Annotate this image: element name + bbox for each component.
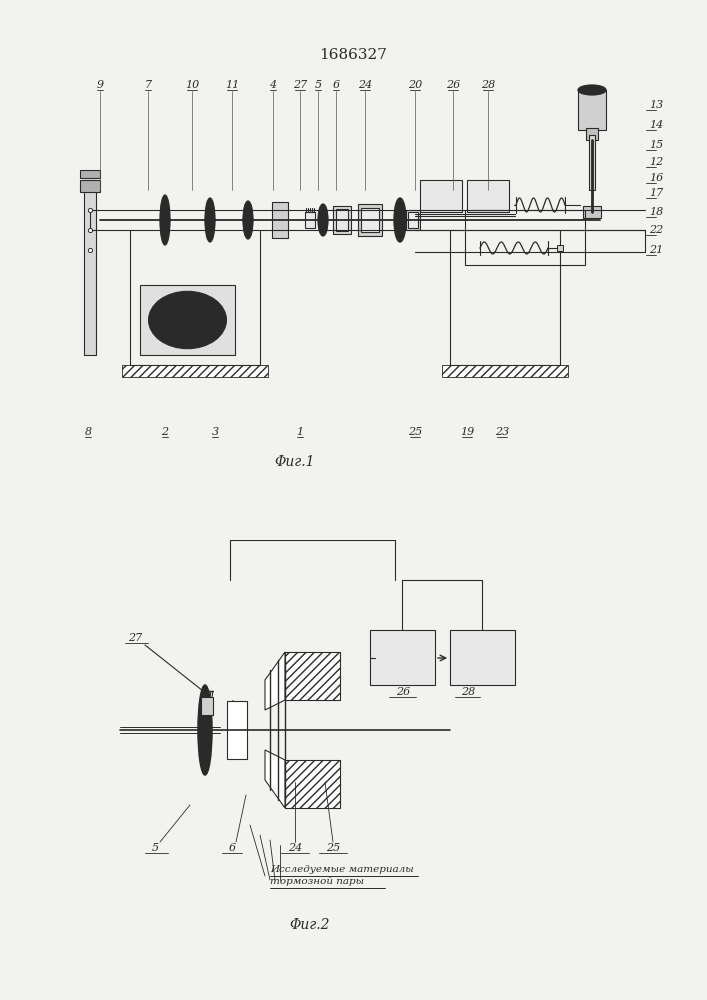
Bar bbox=[578, 90, 606, 130]
Text: 3: 3 bbox=[211, 427, 218, 437]
Text: Φиг.2: Φиг.2 bbox=[290, 918, 330, 932]
Text: 1: 1 bbox=[296, 427, 303, 437]
Text: 12: 12 bbox=[649, 157, 663, 167]
Bar bbox=[305, 212, 315, 228]
Bar bbox=[442, 365, 568, 377]
Text: 6: 6 bbox=[228, 843, 235, 853]
Text: Φиг.1: Φиг.1 bbox=[275, 455, 315, 469]
Bar bbox=[122, 365, 268, 377]
Bar bbox=[227, 701, 247, 759]
Text: 24: 24 bbox=[358, 80, 372, 90]
Bar bbox=[336, 209, 348, 231]
Bar bbox=[467, 180, 509, 212]
Bar bbox=[285, 760, 340, 808]
Ellipse shape bbox=[318, 204, 328, 236]
Text: 25: 25 bbox=[408, 427, 422, 437]
Text: 28: 28 bbox=[481, 80, 495, 90]
Text: 25: 25 bbox=[326, 843, 340, 853]
Ellipse shape bbox=[160, 195, 170, 245]
Bar bbox=[358, 204, 382, 236]
Text: 14: 14 bbox=[649, 120, 663, 130]
Text: 11: 11 bbox=[225, 80, 239, 90]
Polygon shape bbox=[265, 750, 285, 808]
Bar bbox=[333, 206, 351, 234]
Text: 24: 24 bbox=[288, 843, 302, 853]
Ellipse shape bbox=[243, 201, 253, 239]
Text: 26: 26 bbox=[396, 687, 410, 697]
Bar bbox=[285, 652, 340, 700]
Text: тормозной пары: тормозной пары bbox=[270, 878, 364, 886]
Bar bbox=[272, 202, 288, 238]
Bar bbox=[583, 206, 601, 218]
Bar bbox=[370, 630, 435, 685]
Bar bbox=[589, 135, 595, 190]
Text: 19: 19 bbox=[460, 427, 474, 437]
Bar bbox=[285, 760, 340, 808]
Polygon shape bbox=[265, 652, 285, 710]
Text: 21: 21 bbox=[649, 245, 663, 255]
Text: 27: 27 bbox=[128, 633, 142, 643]
Text: 20: 20 bbox=[408, 80, 422, 90]
Text: 8: 8 bbox=[84, 427, 92, 437]
Bar bbox=[406, 210, 420, 230]
Bar bbox=[408, 212, 418, 228]
Text: 18: 18 bbox=[649, 207, 663, 217]
Bar bbox=[80, 170, 100, 178]
Text: Исследуемые материалы: Исследуемые материалы bbox=[270, 865, 414, 874]
Text: 22: 22 bbox=[649, 225, 663, 235]
Text: 6: 6 bbox=[332, 80, 339, 90]
Bar bbox=[420, 180, 462, 212]
Text: 13: 13 bbox=[649, 100, 663, 110]
Text: 16: 16 bbox=[649, 173, 663, 183]
Text: 7: 7 bbox=[144, 80, 151, 90]
Text: 27: 27 bbox=[293, 80, 307, 90]
Text: 9: 9 bbox=[96, 80, 103, 90]
Bar bbox=[361, 208, 379, 232]
Text: 5: 5 bbox=[315, 80, 322, 90]
Ellipse shape bbox=[578, 85, 606, 95]
Text: 1686327: 1686327 bbox=[319, 48, 387, 62]
Text: 4: 4 bbox=[269, 80, 276, 90]
Ellipse shape bbox=[198, 685, 212, 775]
Text: 15: 15 bbox=[649, 140, 663, 150]
Bar bbox=[465, 210, 585, 265]
Text: 2: 2 bbox=[161, 427, 168, 437]
Bar bbox=[285, 652, 340, 700]
Bar bbox=[586, 128, 598, 140]
Ellipse shape bbox=[205, 198, 215, 242]
Text: 10: 10 bbox=[185, 80, 199, 90]
Ellipse shape bbox=[394, 198, 406, 242]
Bar bbox=[140, 285, 235, 355]
Ellipse shape bbox=[229, 701, 237, 759]
Text: 17: 17 bbox=[649, 188, 663, 198]
Text: 26: 26 bbox=[446, 80, 460, 90]
Ellipse shape bbox=[148, 291, 226, 349]
Bar bbox=[84, 180, 96, 355]
Text: 23: 23 bbox=[495, 427, 509, 437]
Bar bbox=[450, 630, 515, 685]
Bar bbox=[201, 697, 213, 715]
Bar bbox=[80, 180, 100, 192]
Text: 28: 28 bbox=[461, 687, 475, 697]
Text: 5: 5 bbox=[151, 843, 158, 853]
